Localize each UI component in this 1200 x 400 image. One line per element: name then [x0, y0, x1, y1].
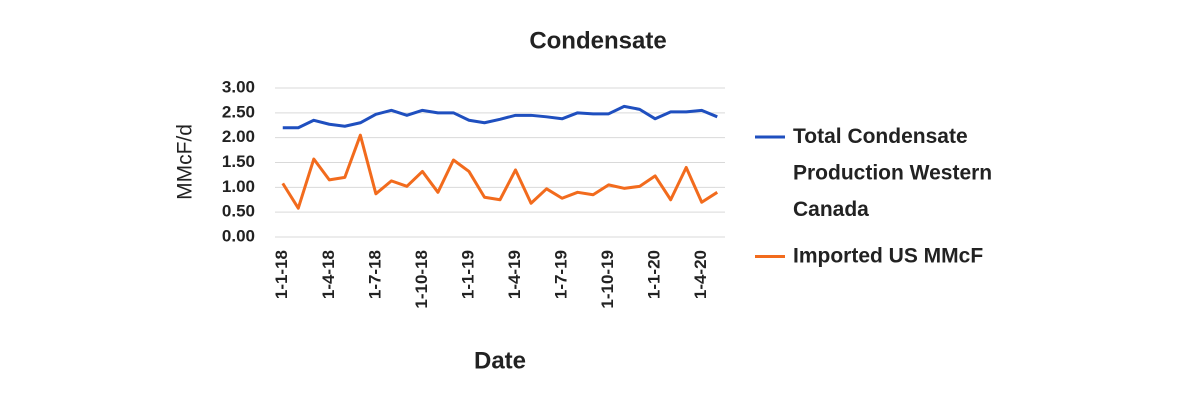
y-axis-label: MMcF/d	[174, 124, 197, 200]
line-series	[282, 104, 718, 130]
line-series	[281, 133, 719, 210]
legend-label: Imported US MMcF	[793, 244, 983, 267]
y-tick-label: 2.50	[222, 102, 255, 121]
x-tick-label: 1-7-19	[552, 250, 571, 299]
legend-label: Total Condensate Production Western Cana…	[793, 125, 998, 221]
y-tick-label: 1.50	[222, 152, 255, 171]
y-tick-label: 0.50	[222, 202, 255, 221]
x-tick-label: 1-4-20	[691, 250, 710, 299]
chart-title: Condensate	[529, 27, 666, 54]
x-tick-label: 1-10-19	[598, 250, 617, 309]
x-tick-label: 1-1-20	[645, 250, 664, 299]
y-tick-label: 0.00	[222, 226, 255, 245]
x-tick-label: 1-4-18	[319, 250, 338, 299]
x-tick-label: 1-1-18	[272, 250, 291, 299]
x-axis-label: Date	[474, 347, 526, 374]
x-tick-label: 1-10-18	[412, 250, 431, 309]
y-tick-label: 2.00	[222, 127, 255, 146]
x-tick-label: 1-1-19	[458, 250, 477, 299]
x-tick-label: 1-4-19	[505, 250, 524, 299]
x-tick-label: 1-7-18	[365, 250, 384, 299]
y-tick-label: 3.00	[222, 77, 255, 96]
y-tick-label: 1.00	[222, 177, 255, 196]
